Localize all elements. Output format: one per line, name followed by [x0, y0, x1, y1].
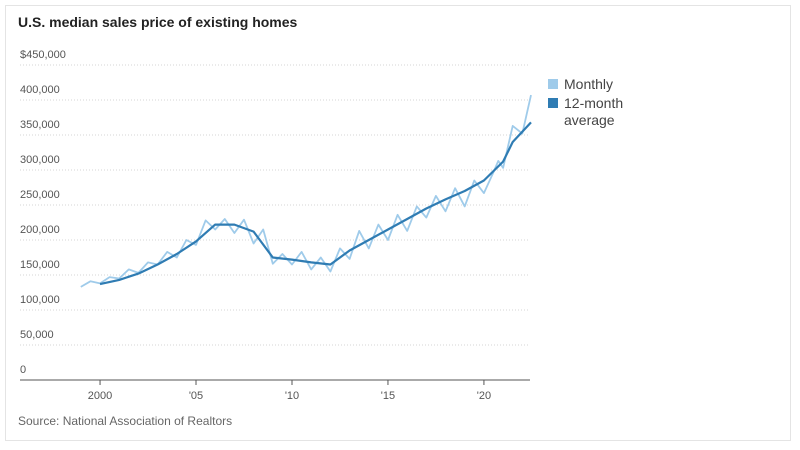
legend-label: Monthly — [564, 76, 614, 92]
y-tick-label: 150,000 — [20, 259, 60, 271]
y-tick-label: $450,000 — [20, 49, 66, 61]
legend: Monthly 12-month average — [548, 76, 639, 131]
series-line — [99, 121, 532, 286]
y-tick-label: 350,000 — [20, 119, 60, 131]
x-tick-label: '10 — [285, 390, 299, 402]
legend-swatch — [548, 79, 558, 89]
x-tick-label: 2000 — [88, 390, 112, 402]
y-tick-label: 100,000 — [20, 294, 60, 306]
source: Source: National Association of Realtors — [18, 414, 232, 428]
legend-label: 12-month average — [564, 95, 624, 128]
legend-item: 12-month average — [548, 95, 639, 129]
x-tick-label: '05 — [189, 390, 203, 402]
y-tick-label: 400,000 — [20, 84, 60, 96]
y-tick-label: 50,000 — [20, 329, 54, 341]
y-tick-label: 250,000 — [20, 189, 60, 201]
x-tick-label: '20 — [477, 390, 491, 402]
card — [5, 5, 791, 441]
y-tick-label: 200,000 — [20, 224, 60, 236]
chart-title: U.S. median sales price of existing home… — [18, 14, 298, 30]
x-tick-label: '15 — [381, 390, 395, 402]
y-tick-label: 300,000 — [20, 154, 60, 166]
legend-swatch — [548, 98, 558, 108]
y-tick-label: 0 — [20, 364, 26, 376]
legend-item: Monthly — [548, 76, 639, 93]
